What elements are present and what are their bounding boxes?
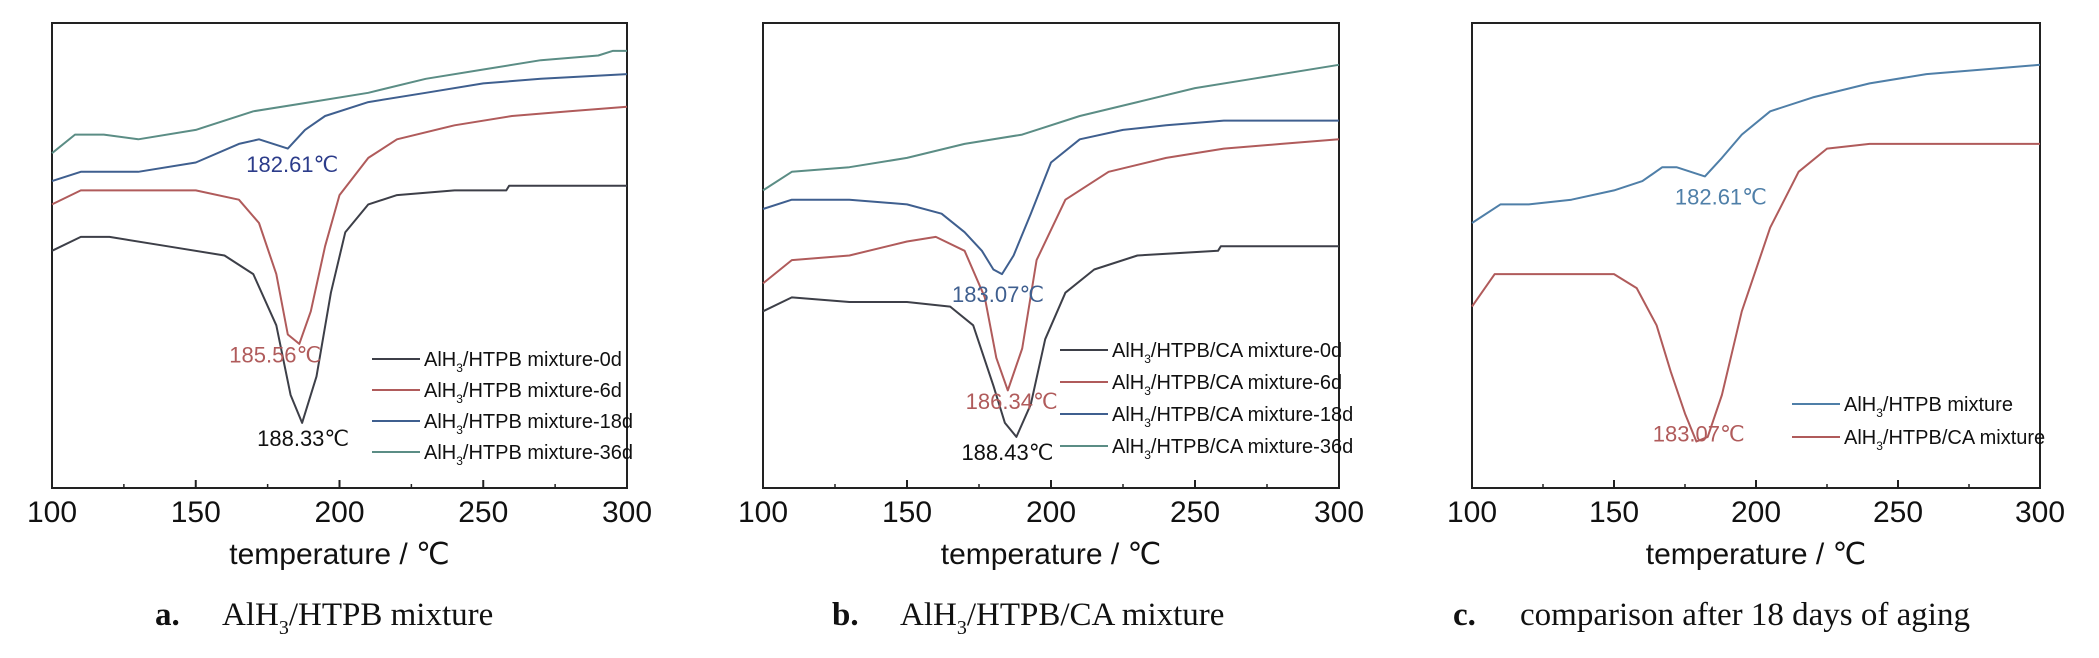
series-line-1	[1471, 63, 2041, 224]
caption-text: AlH3/HTPB/CA mixture	[900, 597, 1224, 639]
legend-label: AlH3/HTPB mixture-6d	[424, 380, 622, 406]
chart-panel-b: 100 150 200 250 300 temperature / ℃ AlH3/HTPB/…	[738, 22, 1364, 639]
legend-label: AlH3/HTPB/CA mixture-0d	[1112, 340, 1342, 366]
legend-label: AlH3/HTPB/CA mixture	[1844, 427, 2045, 453]
x-tick-label: 250	[458, 496, 508, 529]
series-line-2	[762, 138, 1340, 392]
x-tick-label: 300	[1314, 496, 1364, 529]
x-tick-label: 150	[171, 496, 221, 529]
legend-label: AlH3/HTPB mixture	[1844, 394, 2013, 420]
x-axis-title: temperature / ℃	[1646, 538, 1866, 571]
series-line-1	[762, 245, 1339, 438]
x-tick-label: 100	[27, 496, 77, 529]
series-line-2	[51, 105, 628, 345]
legend-label: AlH3/HTPB/CA mixture-6d	[1112, 372, 1342, 398]
peak-annotation: 182.61℃	[246, 152, 338, 177]
legend-label: AlH3/HTPB/CA mixture-18d	[1112, 404, 1353, 430]
plot-frame	[1471, 22, 2041, 489]
x-tick-label: 250	[1873, 496, 1923, 529]
x-tick-label: 150	[1589, 496, 1639, 529]
series-line-4	[51, 49, 627, 154]
series-line-3	[51, 73, 628, 183]
caption-letter: a.	[155, 597, 180, 633]
x-tick-label: 100	[738, 496, 788, 529]
x-tick-label: 300	[2015, 496, 2065, 529]
peak-annotation: 183.07℃	[1653, 422, 1745, 447]
x-tick-label: 150	[882, 496, 932, 529]
peak-annotation: 182.61℃	[1675, 184, 1767, 209]
caption-text: comparison after 18 days of aging	[1520, 597, 1970, 633]
legend-label: AlH3/HTPB mixture-36d	[424, 442, 633, 468]
legend-label: AlH3/HTPB mixture-18d	[424, 411, 633, 437]
chart-panel-a: 100 150 200 250 300 temperature / ℃ AlH3/HTPB …	[27, 22, 652, 639]
x-tick-label: 200	[314, 496, 364, 529]
caption-letter: c.	[1453, 597, 1476, 633]
x-axis-title: temperature / ℃	[229, 538, 449, 571]
peak-annotation: 186.34℃	[966, 389, 1058, 414]
peak-annotation: 188.33℃	[257, 426, 349, 451]
x-tick-label: 200	[1731, 496, 1781, 529]
x-tick-label: 100	[1447, 496, 1497, 529]
series-line-4	[762, 63, 1340, 192]
x-tick-label: 300	[602, 496, 652, 529]
series-line-3	[762, 119, 1339, 276]
legend-label: AlH3/HTPB/CA mixture-36d	[1112, 436, 1353, 462]
x-tick-label: 200	[1026, 496, 1076, 529]
peak-annotation: 185.56℃	[229, 342, 321, 367]
chart-panel-c: 100 150 200 250 300 temperature / ℃ AlH3/HTPB …	[1447, 22, 2065, 633]
x-tick-label: 250	[1170, 496, 1220, 529]
legend-label: AlH3/HTPB mixture-0d	[424, 349, 622, 375]
peak-annotation: 183.07℃	[952, 282, 1044, 307]
series-line-1	[51, 184, 627, 424]
caption-letter: b.	[832, 597, 859, 633]
x-axis-title: temperature / ℃	[941, 538, 1161, 571]
peak-annotation: 188.43℃	[961, 440, 1053, 465]
series-line-2	[1471, 142, 2040, 443]
caption-text: AlH3/HTPB mixture	[222, 597, 493, 639]
